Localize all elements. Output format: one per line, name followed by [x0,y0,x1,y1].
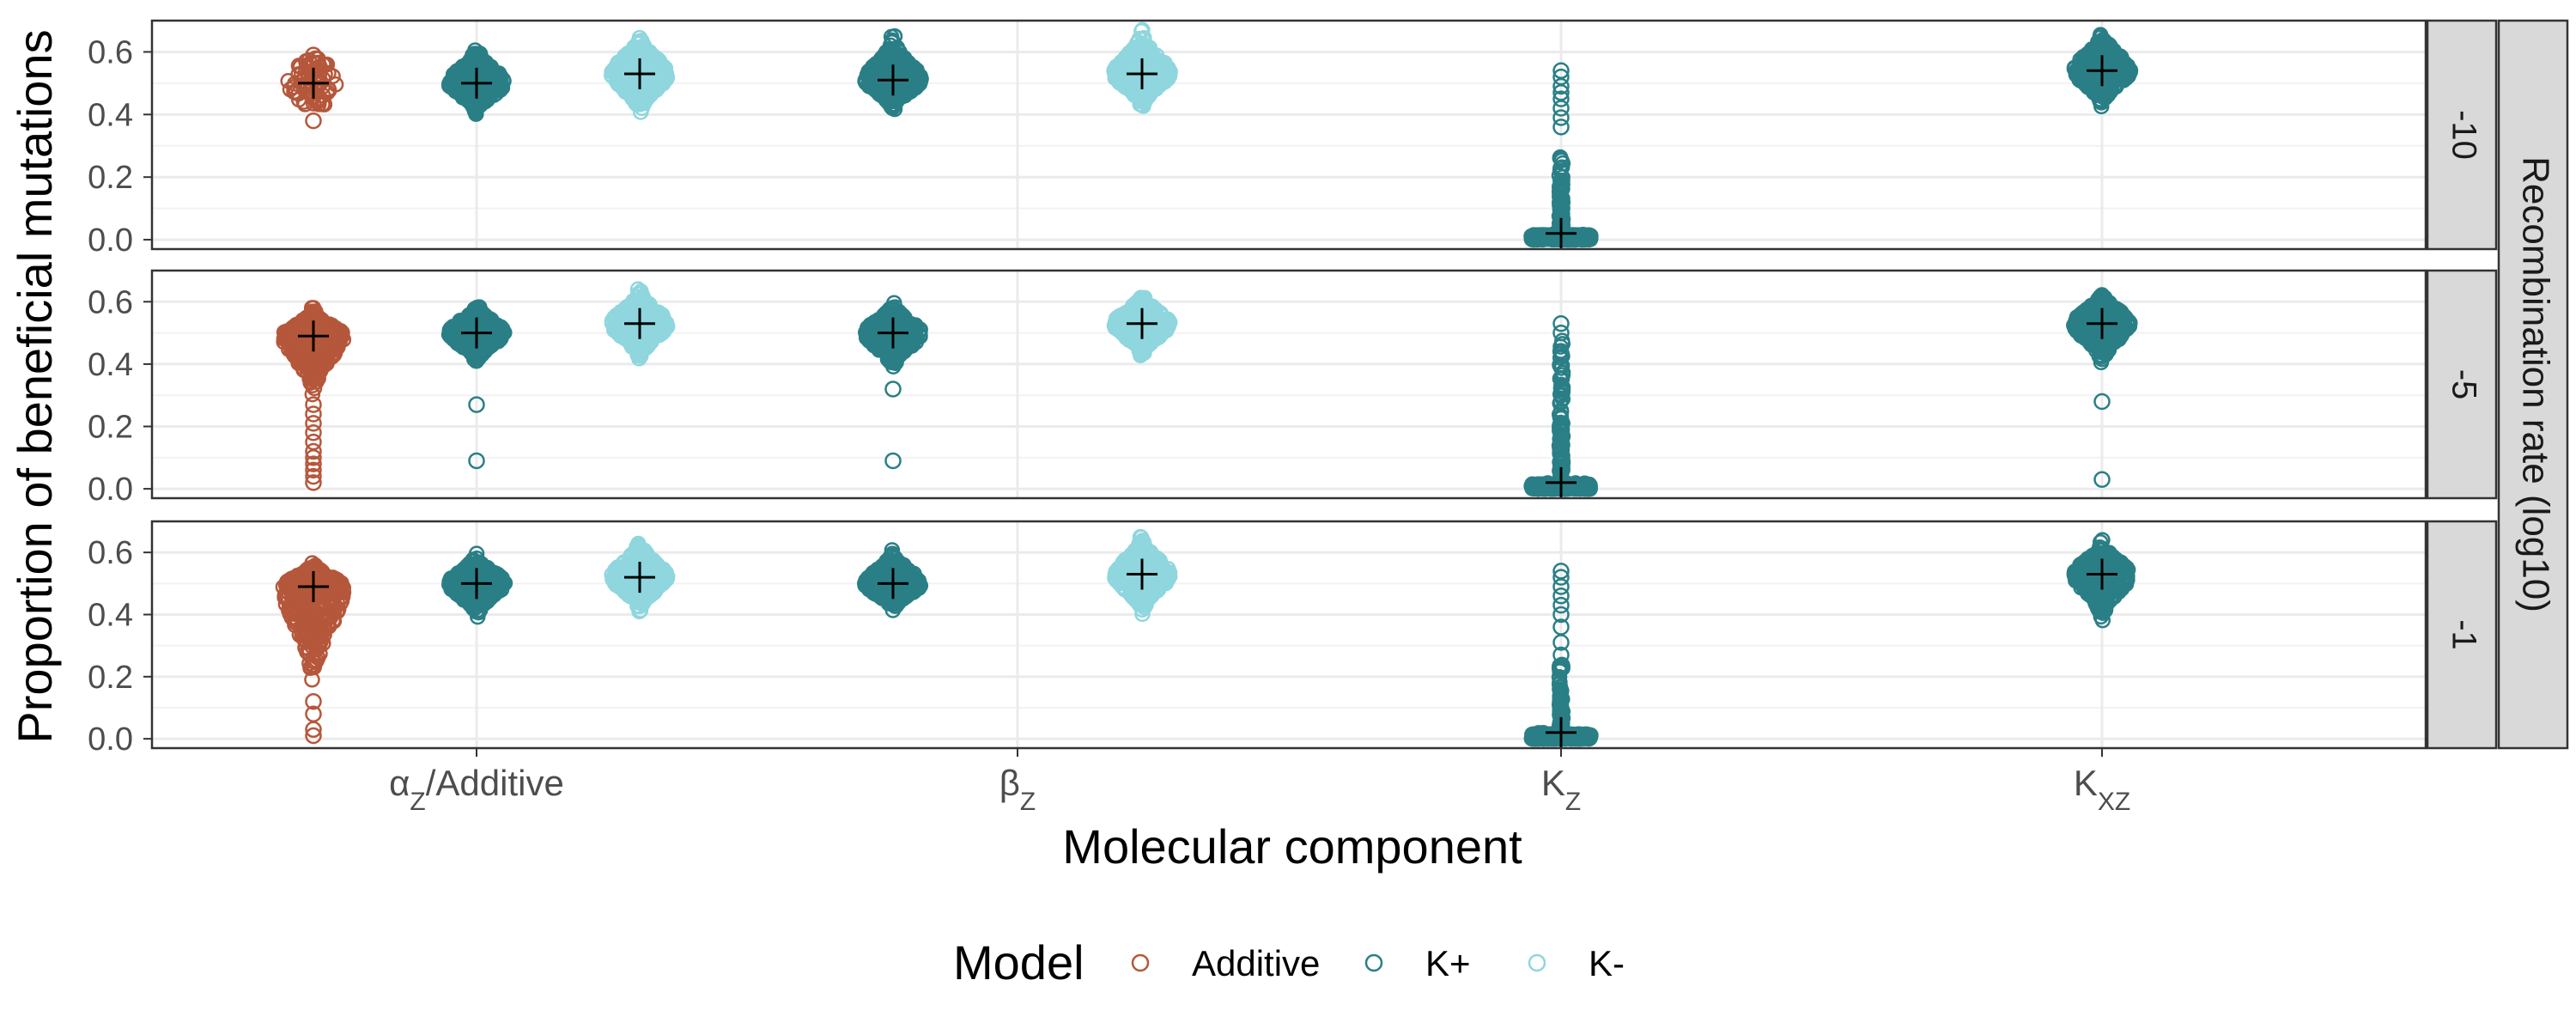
y-tick-label: 0.0 [88,222,133,259]
y-tick-label: 0.6 [88,284,133,320]
y-tick-label: 0.0 [88,472,133,508]
y-tick-label: 0.2 [88,410,133,446]
facet-panel: 0.0 0.2 0.4 0.6 [88,21,2426,259]
facet-panel: 0.0 0.2 0.4 0.6 [88,271,2426,508]
y-tick-label: 0.6 [88,34,133,70]
y-tick-label: 0.4 [88,97,133,133]
y-tick-label: 0.2 [88,160,133,196]
facet-panels: 0.00.20.40.60.00.20.40.60.00.20.40.6 [88,21,2426,758]
y-tick-label: 0.4 [88,347,133,383]
